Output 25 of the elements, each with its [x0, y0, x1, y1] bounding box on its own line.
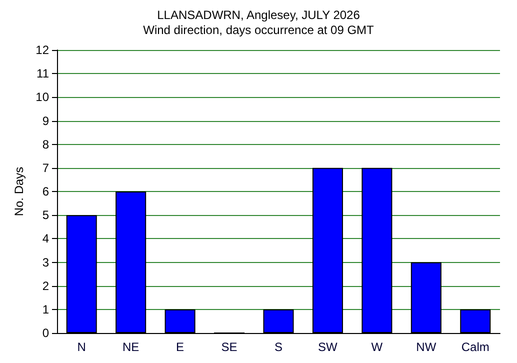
x-tick-label: E: [176, 340, 184, 354]
x-tick-label: Calm: [461, 340, 490, 354]
x-tick-label: NE: [122, 340, 140, 354]
y-tick-label: 11: [36, 66, 50, 81]
y-tick-label: 2: [42, 278, 50, 293]
chart-subtitle: Wind direction, days occurrence at 09 GMT: [143, 23, 375, 37]
y-tick-label: 6: [42, 184, 50, 198]
y-tick-label: 8: [42, 137, 50, 152]
y-tick-label: 5: [42, 208, 50, 222]
y-tick-label: 1: [42, 302, 50, 316]
x-tick-label: N: [77, 340, 86, 354]
x-tick-label: SW: [318, 340, 338, 354]
y-tick-label: 12: [36, 43, 50, 57]
x-tick-label: SE: [221, 340, 238, 354]
chart-title: LLANSADWRN, Anglesey, JULY 2026: [157, 8, 360, 22]
x-tick-label: S: [274, 340, 283, 354]
y-tick-label: 10: [36, 90, 50, 104]
y-tick-label: 4: [42, 232, 50, 246]
y-tick-label: 0: [42, 326, 50, 340]
y-tick-label: 3: [42, 255, 50, 270]
y-tick-label: 9: [42, 114, 50, 128]
x-tick-label: W: [371, 340, 384, 354]
y-axis-title: No. Days: [12, 166, 26, 216]
x-tick-label: NW: [416, 340, 437, 354]
y-tick-label: 7: [42, 160, 50, 175]
